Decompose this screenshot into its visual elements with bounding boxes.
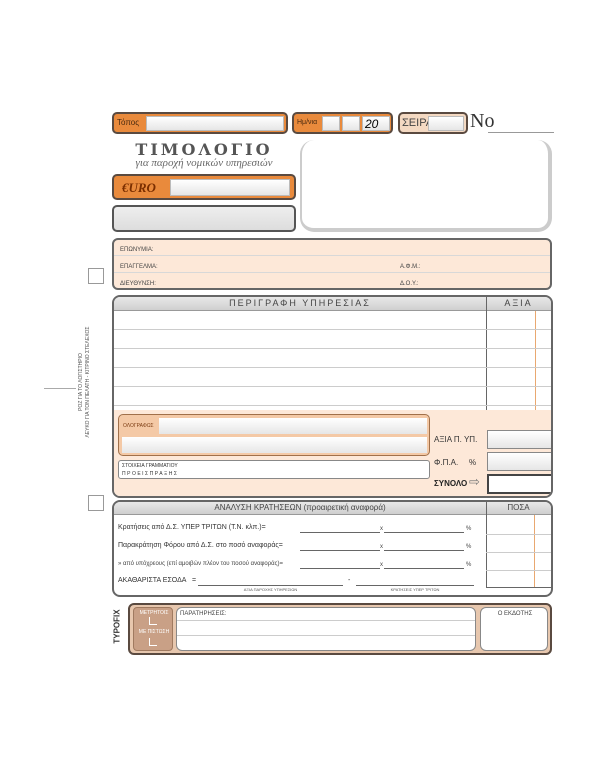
total-value-box[interactable]	[487, 474, 551, 494]
deduction-label: Κρατήσεις από Δ.Σ. ΥΠΕΡ ΤΡΙΤΩΝ (Τ.Ν. κλπ…	[118, 524, 266, 531]
currency-label: €URO	[122, 180, 156, 195]
deduction-row-1: Κρατήσεις από Δ.Σ. ΥΠΕΡ ΤΡΙΤΩΝ (Τ.Ν. κλπ…	[118, 524, 478, 536]
deduction-row-2: Παρακράτηση Φόρου από Δ.Σ. στο ποσό αναφ…	[118, 542, 478, 554]
deduction-row-3: » από υπόχρεους (επί αμοιβών πλέον του π…	[118, 560, 478, 572]
receipt-label-2: ΠΡΟΕΙΣΠΡΑΞΗΣ	[122, 471, 179, 477]
gray-field[interactable]	[112, 205, 296, 232]
profession-label: ΕΠΑΓΓΕΛΜΑ:	[120, 264, 158, 270]
deductions-header: ΑΝΑΛΥΣΗ ΚΡΑΤΗΣΕΩΝ (προαιρετική αναφορά)	[214, 503, 386, 512]
series-label: ΣΕΙΡΑ	[402, 117, 434, 129]
copy-note-line2: ΛΕΥΚΟ ΓΙΑ ΤΟΝ ΠΕΛΑΤΗ - ΚΙΤΡΙΝΟ ΣΤΕΛΕΧΟΣ	[85, 326, 91, 438]
checkbox-1[interactable]	[88, 268, 104, 284]
client-box: ΕΠΩΝΥΜΙΑ: ΕΠΑΓΓΕΛΜΑ: Α.Φ.Μ.: ΔΙΕΥΘΥΝΣΗ: Δ.…	[112, 238, 552, 290]
gross-income-row: ΑΚΑΘΑΡΙΣΤΑ ΕΣΟΔΑ = - ΑΞΙΑ ΠΑΡΟΧΗΣ ΥΠΗΡΕΣ…	[118, 577, 478, 595]
place-label: Τόπος	[117, 118, 140, 127]
percent-sign: %	[466, 526, 472, 532]
year-prefix: 20	[362, 116, 390, 131]
net-value-label: ΑΞΙΑ Π. ΥΠ.	[434, 435, 478, 444]
invoice-subtitle: για παροχή νομικών υπηρεσιών	[135, 157, 273, 169]
footer-box: ΜΕΤΡΗΤΟΙΣ ΜΕ ΠΙΣΤΩΣΗ ΠΑΡΑΤΗΡΗΣΕΙΣ: Ο ΕΚΔ…	[128, 603, 552, 655]
in-words-label: ΟΛΟΓΡΑΦΩΣ	[123, 423, 154, 429]
deduction-label: » από υπόχρεους (επί αμοιβών πλέον του π…	[118, 561, 284, 567]
cash-checkbox[interactable]	[149, 617, 157, 625]
tax-office-label: Δ.Ο.Υ.:	[400, 281, 419, 287]
net-value-box[interactable]	[487, 430, 551, 449]
invoice-title: ΤΙΜΟΛΟΓΙΟ	[135, 140, 273, 159]
euro-amount-field[interactable]: €URO	[112, 174, 296, 200]
total-label: ΣΥΝΟΛΟ	[434, 479, 468, 488]
times-sign: x	[380, 544, 383, 550]
number-label: No	[470, 110, 495, 132]
description-header: ΠΕΡΙΓΡΑΦΗ ΥΠΗΡΕΣΙΑΣ	[229, 298, 371, 308]
cash-label[interactable]: ΜΕΤΡΗΤΟΙΣ	[139, 610, 169, 616]
times-sign: x	[380, 526, 383, 532]
payment-method: ΜΕΤΡΗΤΟΙΣ ΜΕ ΠΙΣΤΩΣΗ	[133, 607, 173, 651]
series-field[interactable]: ΣΕΙΡΑ	[398, 112, 468, 134]
remarks-field[interactable]: ΠΑΡΑΤΗΡΗΣΕΙΣ:	[176, 607, 476, 651]
service-value-caption: ΑΞΙΑ ΠΑΡΟΧΗΣ ΥΠΗΡΕΣΙΩΝ	[243, 587, 298, 592]
name-label: ΕΠΩΝΥΜΙΑ:	[120, 247, 154, 253]
receipt-details: ΣΤΟΙΧΕΙΑ ΓΡΑΜΜΑΤΙΟΥ ΠΡΟΕΙΣΠΡΑΞΗΣ	[118, 460, 430, 479]
date-label: Ημ/νια	[297, 119, 318, 126]
value-header: ΑΞΙΑ	[504, 298, 533, 308]
credit-label[interactable]: ΜΕ ΠΙΣΤΩΣΗ	[138, 629, 170, 635]
vat-number-label: Α.Φ.Μ.:	[400, 264, 421, 270]
vat-label: Φ.Π.Α.	[434, 458, 459, 467]
address-label: ΔΙΕΥΘΥΝΣΗ:	[120, 281, 156, 287]
deductions-table: ΑΝΑΛΥΣΗ ΚΡΑΤΗΣΕΩΝ (προαιρετική αναφορά) …	[112, 500, 553, 597]
third-party-caption: ΚΡΑΤΗΣΕΙΣ ΥΠΕΡ ΤΡΙΤΩΝ	[390, 587, 440, 592]
percent-sign: %	[466, 544, 472, 550]
vat-value-box[interactable]	[487, 452, 551, 471]
place-field[interactable]: Τόπος	[112, 112, 288, 134]
remarks-label: ΠΑΡΑΤΗΡΗΣΕΙΣ:	[180, 611, 227, 617]
brand-logo: TYPOFIX	[112, 609, 122, 644]
minus-sign: -	[348, 577, 351, 584]
amounts-header: ΠΟΣΑ	[507, 503, 530, 512]
in-words-field[interactable]: ΟΛΟΓΡΑΦΩΣ	[118, 414, 430, 456]
times-sign: x	[380, 562, 383, 568]
issuer-label: Ο ΕΚΔΟΤΗΣ	[497, 611, 533, 617]
receipt-label-1: ΣΤΟΙΧΕΙΑ ΓΡΑΜΜΑΤΙΟΥ	[122, 463, 178, 469]
arrow-right-icon: ⇨	[469, 474, 480, 489]
gross-income-label: ΑΚΑΘΑΡΙΣΤΑ ΕΣΟΔΑ	[118, 577, 187, 584]
services-table: ΠΕΡΙΓΡΑΦΗ ΥΠΗΡΕΣΙΑΣ ΑΞΙΑ ΟΛΟΓΡΑΦΩΣ ΣΤΟΙΧ…	[112, 295, 553, 498]
copy-note-line1: ΡΟΖ ΓΙΑ ΤΟ ΛΟΓΙΣΤΗΡΙΟ	[78, 353, 84, 411]
deduction-label: Παρακράτηση Φόρου από Δ.Σ. στο ποσό αναφ…	[118, 542, 283, 549]
copy-note: ΡΟΖ ΓΙΑ ΤΟ ΛΟΓΙΣΤΗΡΙΟ ΛΕΥΚΟ ΓΙΑ ΤΟΝ ΠΕΛΑΤ…	[78, 317, 92, 447]
checkbox-2[interactable]	[88, 495, 104, 511]
equals-sign: =	[192, 577, 197, 584]
vat-percent: %	[469, 458, 477, 467]
credit-checkbox[interactable]	[149, 638, 157, 646]
issuer-signature[interactable]: Ο ΕΚΔΟΤΗΣ	[480, 607, 548, 651]
percent-sign: %	[466, 562, 472, 568]
issuer-stamp-area	[300, 140, 552, 232]
date-field[interactable]: Ημ/νια 20	[292, 112, 393, 134]
